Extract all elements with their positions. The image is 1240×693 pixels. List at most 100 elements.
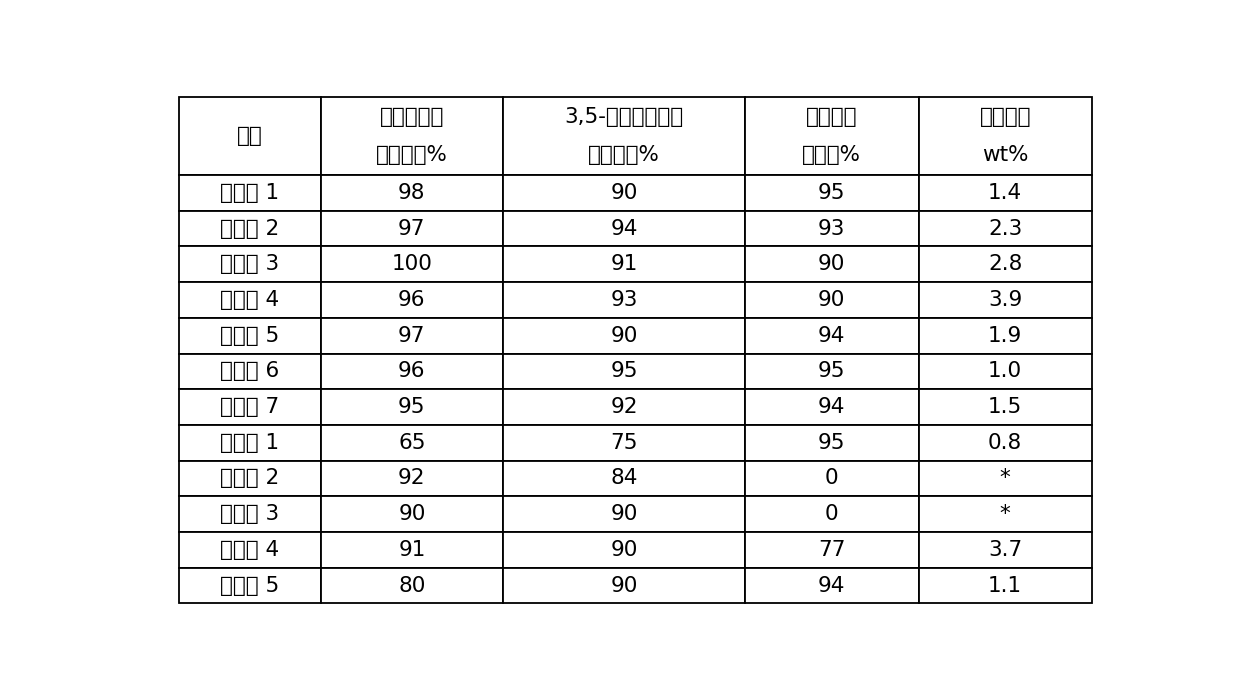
Text: 积碳含量: 积碳含量	[980, 107, 1030, 127]
Text: 95: 95	[818, 183, 846, 203]
Bar	[919, 496, 1092, 532]
Bar	[919, 96, 1092, 175]
Text: 90: 90	[610, 326, 637, 346]
Bar	[503, 318, 745, 353]
Bar	[320, 282, 503, 318]
Text: 92: 92	[398, 468, 425, 489]
Bar	[919, 353, 1092, 389]
Text: 均选择性%: 均选择性%	[588, 145, 660, 165]
Text: 甲烷平均: 甲烷平均	[806, 107, 858, 127]
Bar	[745, 461, 919, 496]
Text: 91: 91	[610, 254, 637, 274]
Text: 75: 75	[610, 433, 637, 453]
Text: 65: 65	[398, 433, 425, 453]
Bar	[745, 532, 919, 568]
Text: 90: 90	[610, 183, 637, 203]
Text: 对比例 4: 对比例 4	[221, 540, 279, 560]
Bar	[320, 353, 503, 389]
Text: 异佛尔酮平: 异佛尔酮平	[379, 107, 444, 127]
Text: 实施例 7: 实施例 7	[221, 397, 279, 417]
Bar	[320, 318, 503, 353]
Text: 90: 90	[610, 505, 637, 524]
Text: 1.1: 1.1	[988, 576, 1022, 595]
Text: 1.5: 1.5	[988, 397, 1022, 417]
Bar	[179, 282, 320, 318]
Bar	[503, 496, 745, 532]
Text: 92: 92	[610, 397, 637, 417]
Bar	[503, 461, 745, 496]
Bar	[179, 389, 320, 425]
Bar	[503, 175, 745, 211]
Text: 实施例 4: 实施例 4	[221, 290, 279, 310]
Text: 94: 94	[818, 397, 846, 417]
Bar	[745, 96, 919, 175]
Text: 97: 97	[398, 218, 425, 238]
Bar	[745, 568, 919, 604]
Bar	[320, 532, 503, 568]
Text: 96: 96	[398, 362, 425, 381]
Text: 3,5-二甲基苯酚平: 3,5-二甲基苯酚平	[564, 107, 683, 127]
Text: 90: 90	[610, 540, 637, 560]
Text: 80: 80	[398, 576, 425, 595]
Text: 94: 94	[818, 326, 846, 346]
Bar	[503, 389, 745, 425]
Bar	[745, 318, 919, 353]
Text: 2.8: 2.8	[988, 254, 1023, 274]
Bar	[320, 496, 503, 532]
Bar	[919, 211, 1092, 247]
Text: 1.4: 1.4	[988, 183, 1022, 203]
Bar	[503, 247, 745, 282]
Bar	[320, 96, 503, 175]
Bar	[919, 568, 1092, 604]
Bar	[503, 211, 745, 247]
Text: 94: 94	[610, 218, 637, 238]
Text: 84: 84	[610, 468, 637, 489]
Text: 97: 97	[398, 326, 425, 346]
Bar	[179, 247, 320, 282]
Text: 95: 95	[610, 362, 637, 381]
Text: 93: 93	[610, 290, 637, 310]
Text: 93: 93	[818, 218, 846, 238]
Text: 77: 77	[818, 540, 846, 560]
Bar	[919, 282, 1092, 318]
Bar	[179, 532, 320, 568]
Bar	[503, 282, 745, 318]
Text: 95: 95	[818, 433, 846, 453]
Text: *: *	[999, 505, 1011, 524]
Text: 3.9: 3.9	[988, 290, 1022, 310]
Text: 对比例 2: 对比例 2	[221, 468, 279, 489]
Text: 0: 0	[825, 505, 838, 524]
Bar	[179, 175, 320, 211]
Text: *: *	[999, 468, 1011, 489]
Bar	[179, 496, 320, 532]
Bar	[745, 389, 919, 425]
Bar	[919, 532, 1092, 568]
Text: 2.3: 2.3	[988, 218, 1022, 238]
Bar	[179, 568, 320, 604]
Bar	[320, 175, 503, 211]
Bar	[745, 425, 919, 461]
Bar	[320, 461, 503, 496]
Bar	[320, 247, 503, 282]
Text: 0.8: 0.8	[988, 433, 1022, 453]
Text: 实施例 1: 实施例 1	[221, 183, 279, 203]
Bar	[320, 211, 503, 247]
Text: 实施例 3: 实施例 3	[221, 254, 279, 274]
Text: 100: 100	[392, 254, 433, 274]
Bar	[503, 568, 745, 604]
Text: 序号: 序号	[237, 126, 263, 146]
Bar	[320, 389, 503, 425]
Text: 实施例 2: 实施例 2	[221, 218, 279, 238]
Text: 91: 91	[398, 540, 425, 560]
Bar	[919, 247, 1092, 282]
Text: 95: 95	[818, 362, 846, 381]
Bar	[919, 318, 1092, 353]
Bar	[179, 318, 320, 353]
Text: 98: 98	[398, 183, 425, 203]
Bar	[179, 461, 320, 496]
Bar	[919, 389, 1092, 425]
Bar	[919, 175, 1092, 211]
Bar	[179, 353, 320, 389]
Text: 实施例 5: 实施例 5	[221, 326, 279, 346]
Text: 94: 94	[818, 576, 846, 595]
